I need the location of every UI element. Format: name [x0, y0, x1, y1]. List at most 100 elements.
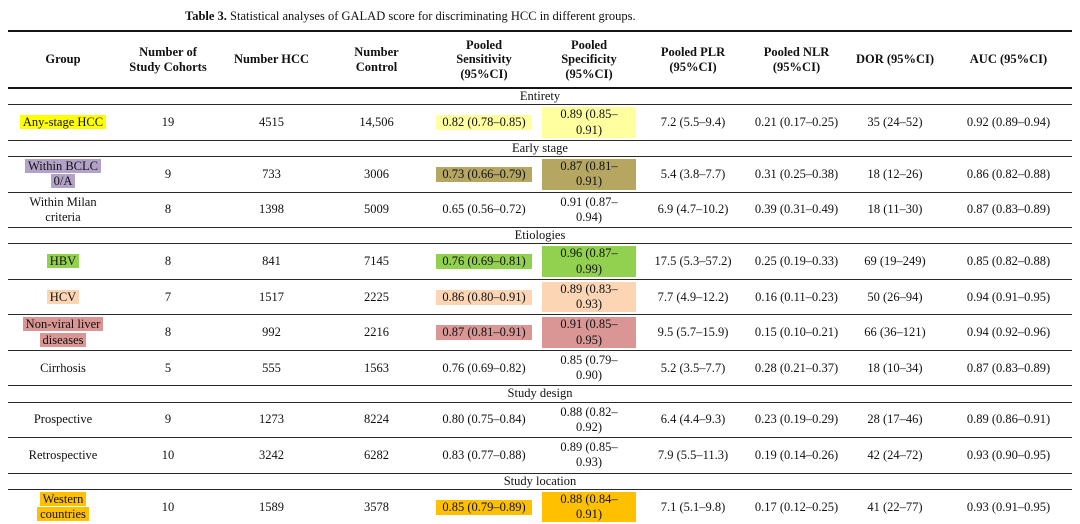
cell-hcc: 992: [218, 314, 325, 351]
cell-sensitivity: 0.80 (0.75–0.84): [428, 402, 540, 439]
section-label: Study design: [8, 385, 1072, 403]
col-header-line: Number HCC: [233, 52, 310, 67]
cell-control: 3578: [325, 489, 428, 524]
cell-plr: 17.5 (5.3–57.2): [638, 243, 748, 280]
cell-cohorts: 8: [118, 192, 218, 229]
cell-dor: 42 (24–72): [845, 437, 945, 474]
cell-auc: 0.93 (0.91–0.95): [945, 489, 1072, 524]
cell-cohorts: 9: [118, 402, 218, 439]
cell-specificity: 0.85 (0.79–0.90): [540, 350, 638, 387]
col-header-line: Pooled: [465, 38, 503, 52]
col-header-line: Pooled: [570, 38, 608, 52]
cell-specificity: 0.88 (0.82–0.92): [540, 402, 638, 439]
cell-hcc: 555: [218, 350, 325, 387]
cell-group: Within BCLC 0/A: [8, 156, 118, 193]
col-header-line: Sensitivity: [456, 52, 512, 67]
cell-control: 2225: [325, 279, 428, 316]
cell-sensitivity: 0.76 (0.69–0.82): [428, 350, 540, 387]
group-label-line: diseases: [39, 332, 87, 347]
cell-plr: 5.4 (3.8–7.7): [638, 156, 748, 193]
cell-cohorts: 9: [118, 156, 218, 193]
cell-specificity-value: 0.96 (0.87–0.99): [542, 246, 636, 277]
col-header-line: Study Cohorts: [129, 59, 207, 74]
section-label: Early stage: [8, 139, 1072, 158]
cell-auc: 0.92 (0.89–0.94): [945, 104, 1072, 141]
cell-sensitivity-value: 0.65 (0.56–0.72): [442, 202, 526, 217]
cell-cohorts: 10: [118, 489, 218, 524]
cell-control: 5009: [325, 192, 428, 229]
cell-hcc: 1589: [218, 489, 325, 524]
cell-group: HBV: [8, 243, 118, 280]
table-row: Non-viral liver diseases 8 992 2216 0.87 (0.8…: [8, 314, 1072, 351]
cell-auc: 0.87 (0.83–0.89): [945, 350, 1072, 387]
header-row: Group Number of Study Cohorts Number HCC Num…: [8, 31, 1072, 90]
col-header-cohorts: Number of Study Cohorts: [118, 31, 218, 90]
cell-control: 7145: [325, 243, 428, 280]
cell-plr: 7.9 (5.5–11.3): [638, 437, 748, 474]
cell-sensitivity: 0.76 (0.69–0.81): [428, 243, 540, 280]
cell-cohorts: 10: [118, 437, 218, 474]
section-row: Entirety: [8, 87, 1072, 106]
table-row: HCV 7 1517 2225 0.86 (0.80–0.91) 0.89 (0.83–0…: [8, 279, 1072, 316]
cell-specificity-value: 0.89 (0.85–0.91): [542, 107, 636, 138]
group-label-line: Cirrhosis: [40, 360, 86, 375]
cell-specificity: 0.91 (0.87–0.94): [540, 192, 638, 229]
cell-sensitivity: 0.86 (0.80–0.91): [428, 279, 540, 316]
col-header-line: Number of: [139, 45, 197, 60]
cell-sensitivity-value: 0.85 (0.79–0.89): [436, 499, 532, 515]
cell-auc: 0.93 (0.90–0.95): [945, 437, 1072, 474]
cell-auc: 0.94 (0.91–0.95): [945, 279, 1072, 316]
cell-dor: 50 (26–94): [845, 279, 945, 316]
cell-specificity: 0.96 (0.87–0.99): [540, 243, 638, 280]
cell-hcc: 4515: [218, 104, 325, 141]
section-row: Study design: [8, 385, 1072, 403]
cell-nlr: 0.17 (0.12–0.25): [748, 489, 845, 524]
cell-plr: 6.4 (4.4–9.3): [638, 402, 748, 439]
cell-nlr: 0.21 (0.17–0.25): [748, 104, 845, 141]
cell-control: 3006: [325, 156, 428, 193]
col-header-nlr: Pooled NLR (95%CI): [748, 31, 845, 90]
group-label-line: Any-stage HCC: [19, 115, 107, 129]
cell-cohorts: 7: [118, 279, 218, 316]
cell-sensitivity-value: 0.76 (0.69–0.81): [436, 254, 532, 270]
cell-nlr: 0.31 (0.25–0.38): [748, 156, 845, 193]
cell-specificity-value: 0.87 (0.81–0.91): [542, 159, 636, 190]
table-row: Any-stage HCC 19 4515 14,506 0.82 (0.78–0.85…: [8, 104, 1072, 141]
cell-group: Any-stage HCC: [8, 104, 118, 141]
cell-auc: 0.89 (0.86–0.91): [945, 402, 1072, 439]
cell-sensitivity-value: 0.82 (0.78–0.85): [436, 115, 532, 131]
col-header-group: Group: [8, 31, 118, 90]
cell-cohorts: 5: [118, 350, 218, 387]
cell-auc: 0.87 (0.83–0.89): [945, 192, 1072, 229]
col-header-line: Pooled NLR: [763, 45, 830, 60]
cell-sensitivity-value: 0.83 (0.77–0.88): [442, 447, 526, 462]
section-label: Etiologies: [8, 227, 1072, 245]
cell-dor: 18 (10–34): [845, 350, 945, 387]
col-header-plr: Pooled PLR (95%CI): [638, 31, 748, 90]
cell-hcc: 1517: [218, 279, 325, 316]
section-row: Study location: [8, 472, 1072, 490]
table-row: HBV 8 841 7145 0.76 (0.69–0.81) 0.96 (0.87–0.…: [8, 243, 1072, 280]
group-label-line: Non-viral liver: [22, 317, 104, 332]
cell-dor: 18 (12–26): [845, 156, 945, 193]
cell-specificity-value: 0.89 (0.83–0.93): [542, 281, 636, 313]
cell-cohorts: 8: [118, 243, 218, 280]
cell-specificity: 0.88 (0.84–0.91): [540, 489, 638, 524]
cell-specificity: 0.91 (0.85–0.95): [540, 314, 638, 351]
cell-nlr: 0.16 (0.11–0.23): [748, 279, 845, 316]
col-header-spec: Pooled Specificity (95%CI): [540, 31, 638, 90]
group-label-line: Within BCLC: [25, 159, 101, 174]
group-label-line: Western: [39, 491, 87, 506]
cell-group: Western countries: [8, 489, 118, 524]
cell-auc: 0.94 (0.92–0.96): [945, 314, 1072, 351]
cell-sensitivity: 0.85 (0.79–0.89): [428, 489, 540, 524]
table-body: Entirety Any-stage HCC 19 4515 14,506 0.82 (0…: [8, 87, 1072, 524]
cell-group: HCV: [8, 279, 118, 316]
table-row: Prospective 9 1273 8224 0.80 (0.75–0.84) 0.88…: [8, 402, 1072, 439]
cell-control: 14,506: [325, 104, 428, 141]
cell-dor: 66 (36–121): [845, 314, 945, 351]
cell-group: Non-viral liver diseases: [8, 314, 118, 351]
group-label-line: HBV: [46, 254, 80, 268]
col-header-line: Pooled PLR: [660, 45, 726, 60]
galad-statistics-table: Group Number of Study Cohorts Number HCC Num…: [8, 30, 1072, 524]
